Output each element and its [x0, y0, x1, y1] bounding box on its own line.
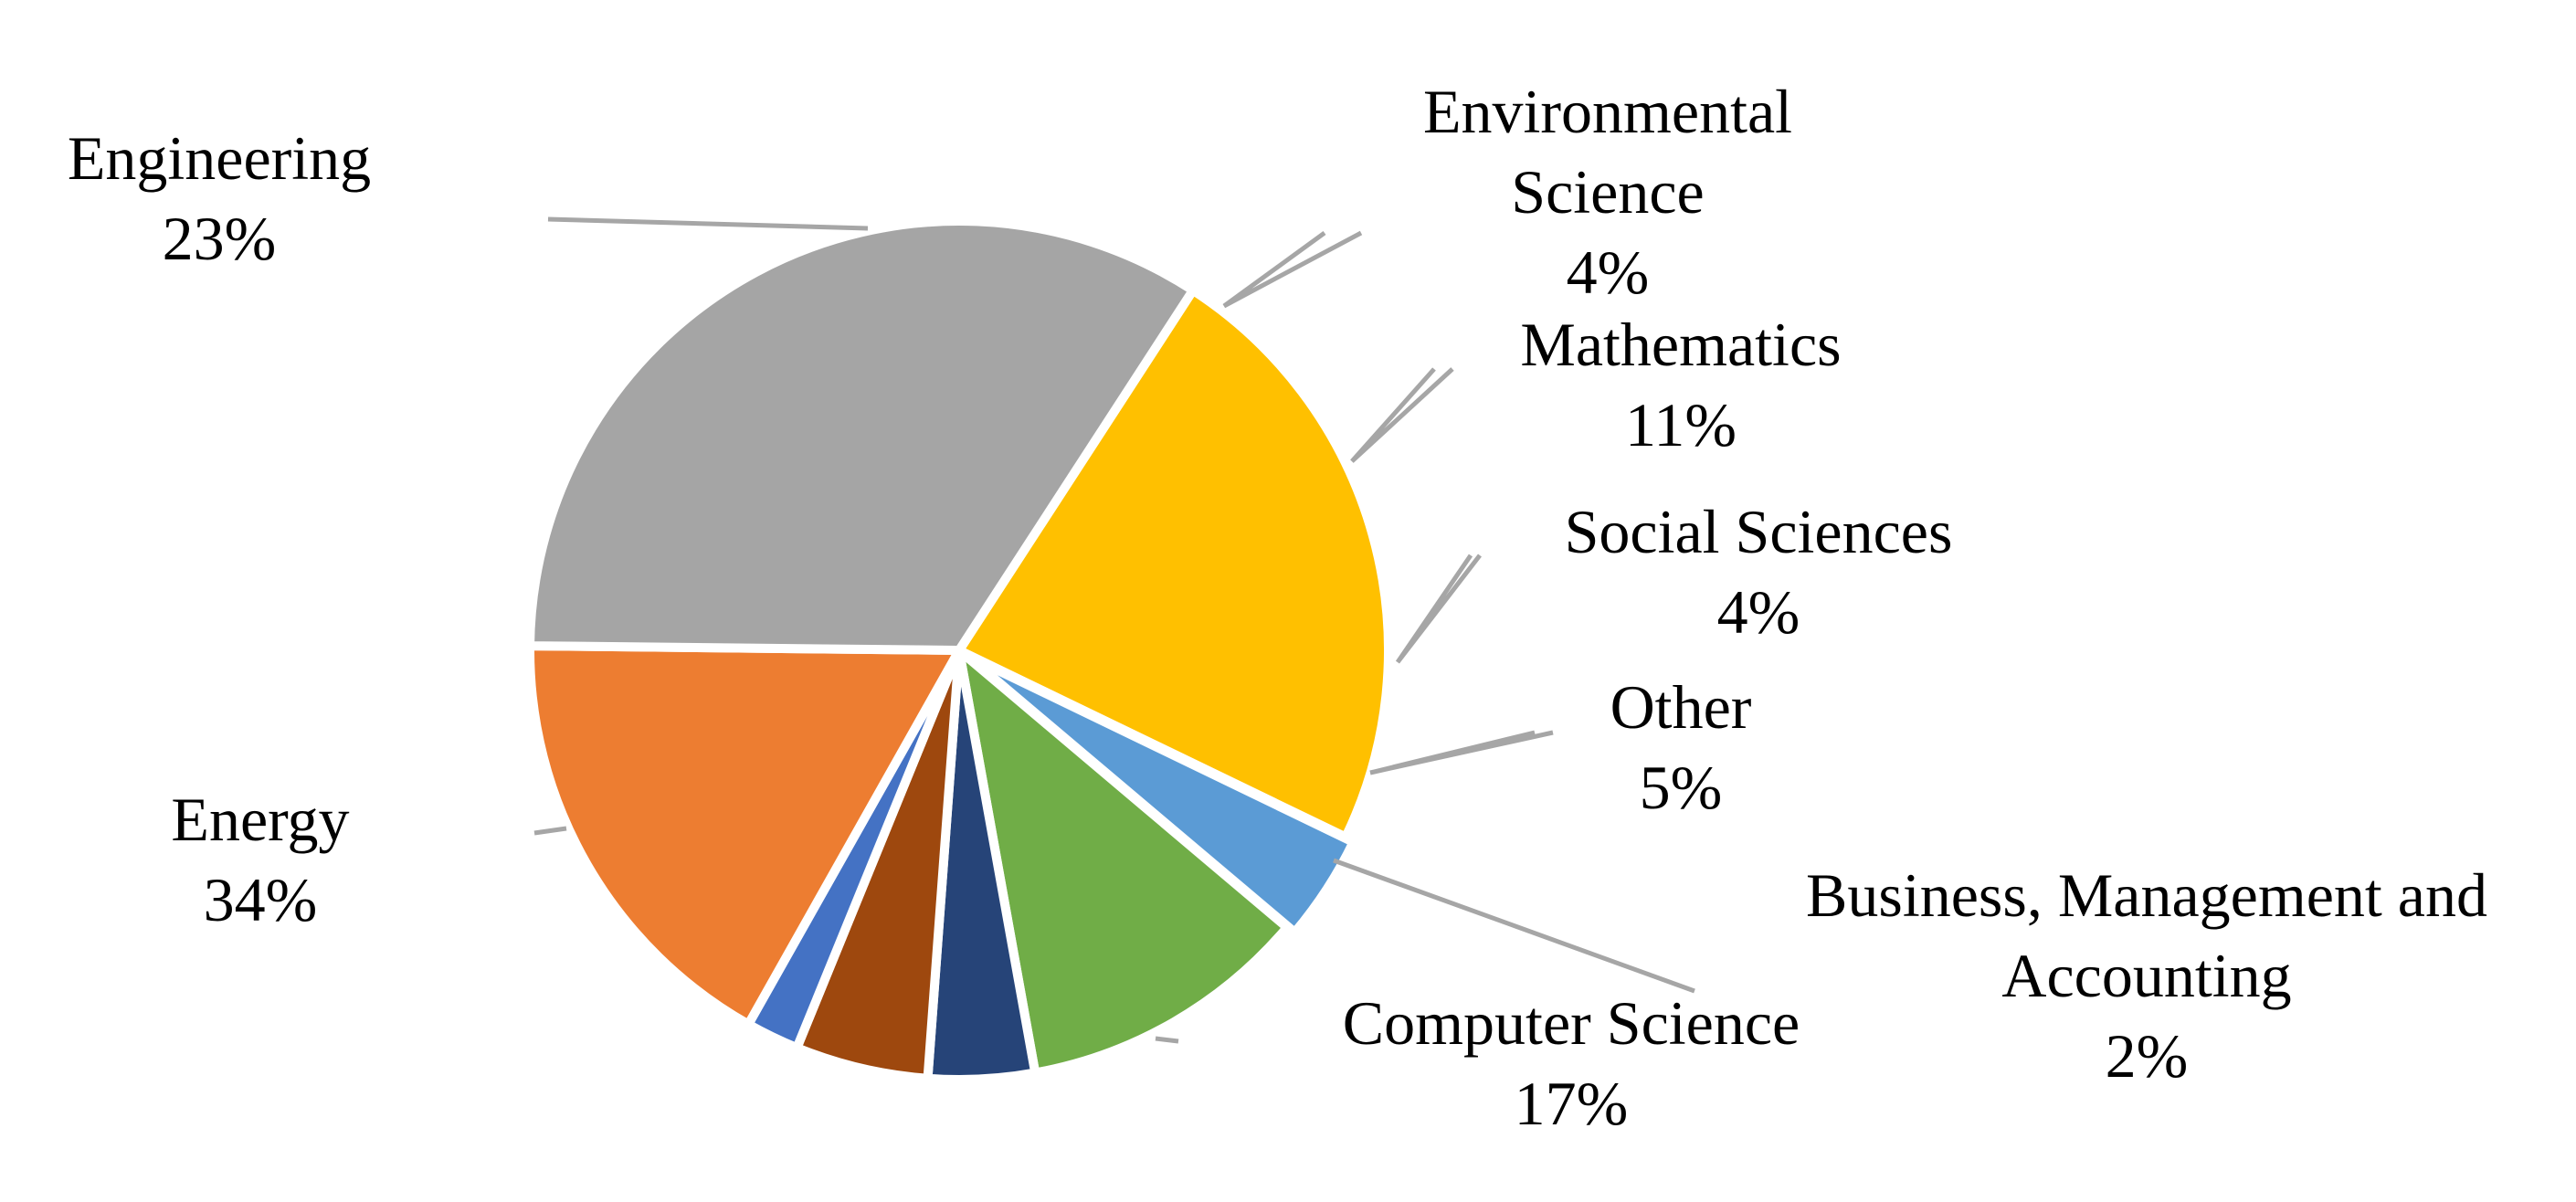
leader-line-other [1369, 730, 1554, 775]
leader-line-energy [533, 826, 567, 836]
label-value: 4% [1567, 237, 1650, 307]
label-name-line: Social Sciences [1565, 497, 1953, 566]
data-label-other: Other 5% [1610, 672, 1752, 822]
label-value: 23% [163, 204, 277, 273]
label-value: 5% [1640, 753, 1723, 822]
leader-line-engineering [547, 216, 869, 231]
label-name-line: Business, Management and [1806, 860, 2487, 930]
pie-slices [525, 216, 1393, 1084]
leader-line-mathematics [1350, 367, 1454, 463]
label-name-line: Accounting [2001, 941, 2291, 1010]
leader-line-computer-science [1155, 1036, 1179, 1044]
slice-mathematics [955, 646, 1292, 1078]
label-name-line: Computer Science [1343, 988, 1800, 1058]
label-value: 2% [2106, 1021, 2189, 1091]
label-name-line: Environmental [1423, 77, 1792, 146]
data-label-mathematics: Mathematics 11% [1520, 310, 1841, 459]
label-value: 34% [204, 865, 318, 934]
slice-environmental-science [962, 650, 1358, 937]
data-label-engineering: Engineering 23% [68, 123, 371, 273]
data-label-energy: Energy 34% [171, 785, 349, 934]
label-name-line: Mathematics [1520, 310, 1841, 379]
label-value: 4% [1717, 577, 1800, 647]
label-name-line: Science [1511, 157, 1704, 227]
label-value: 17% [1515, 1069, 1629, 1138]
leader-line-business-management-and-accounting [1333, 858, 1695, 994]
data-label-computer-science: Computer Science 17% [1343, 988, 1800, 1138]
data-label-business-management-and-accounting: Business, Management and Accounting 2% [1806, 860, 2487, 1091]
label-name-line: Engineering [68, 123, 371, 193]
data-labels: Engineering 23%Environmental Science 4%Math… [68, 77, 2487, 1138]
label-name-line: Energy [171, 785, 349, 854]
data-label-social-sciences: Social Sciences 4% [1565, 497, 1953, 647]
leader-lines [533, 216, 1695, 1044]
slice-energy [525, 216, 1198, 655]
leader-line-environmental-science [1222, 230, 1363, 309]
label-name-line: Other [1610, 672, 1752, 742]
label-value: 11% [1625, 390, 1737, 459]
leader-line-social-sciences [1395, 554, 1482, 664]
data-label-environmental-science: Environmental Science 4% [1423, 77, 1792, 307]
slice-computer-science [525, 641, 964, 1029]
